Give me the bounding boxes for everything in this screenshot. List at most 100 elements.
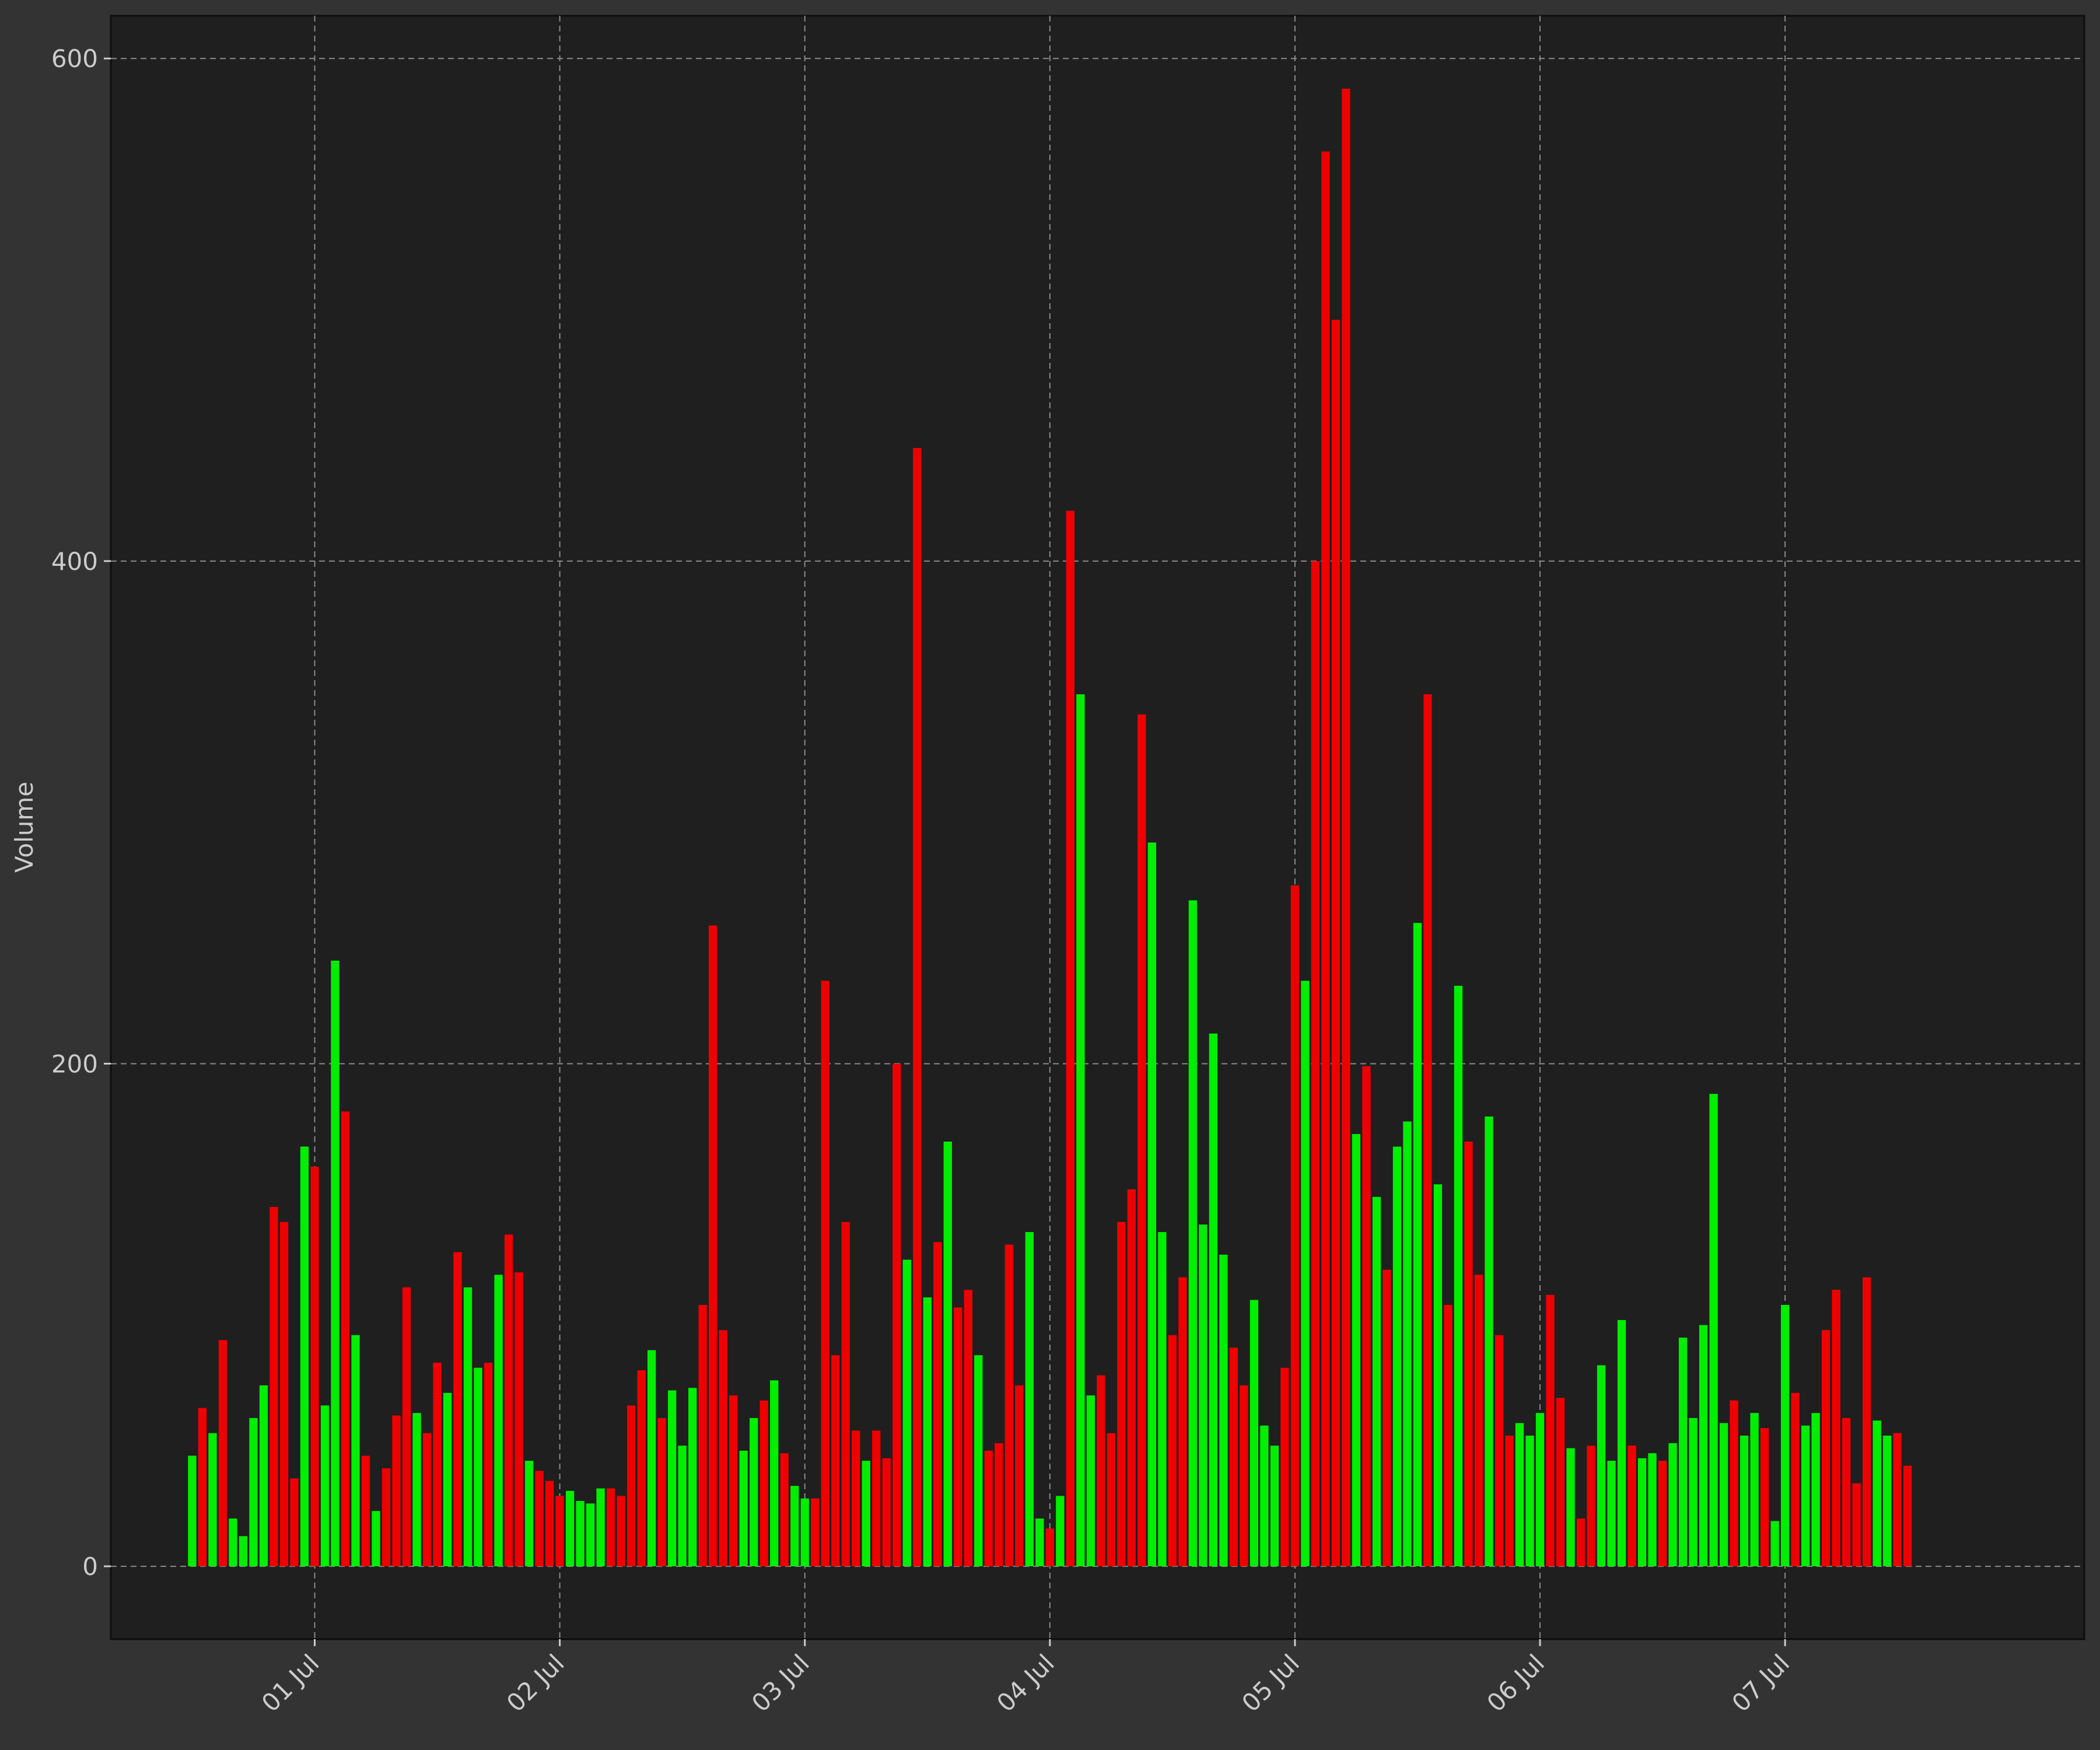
volume-bar [1658,1461,1667,1567]
volume-bar [443,1392,452,1567]
volume-bar [1525,1436,1534,1567]
volume-bar [739,1450,748,1567]
volume-bar [1147,842,1157,1567]
volume-bar [831,1355,840,1567]
volume-bar [1158,1232,1167,1567]
volume-bar [300,1146,309,1567]
volume-bar [1678,1338,1688,1567]
volume-bar [852,1430,860,1567]
volume-bar [249,1418,258,1567]
volume-bar [1178,1277,1187,1567]
volume-bar [1392,1146,1402,1567]
volume-bar [1342,88,1350,1567]
y-tick-label: 400 [51,547,98,576]
volume-bar [433,1363,442,1567]
volume-bar [1832,1290,1840,1567]
volume-bar [484,1363,493,1567]
volume-bar [943,1142,952,1567]
volume-bar [1097,1375,1105,1567]
volume-bar [1290,885,1300,1567]
volume-bar [402,1287,411,1567]
volume-bar [841,1222,850,1567]
bars [188,88,1912,1567]
volume-bar [1423,694,1432,1567]
volume-bar [586,1503,595,1567]
volume-bar [995,1443,1003,1567]
volume-bar [1444,1305,1452,1567]
volume-bar [974,1355,983,1567]
volume-bar [1637,1458,1647,1567]
volume-bar [290,1478,299,1567]
volume-bar [1730,1400,1738,1567]
volume-bar [392,1415,401,1567]
volume-bar [1668,1443,1677,1567]
volume-bar [780,1453,789,1567]
volume-bar [1352,1134,1361,1567]
volume-bar [1270,1446,1279,1567]
volume-bar [218,1340,228,1567]
volume-bar [1188,900,1198,1567]
volume-bar [514,1272,523,1567]
volume-bar [270,1207,278,1567]
volume-bar [1719,1423,1728,1567]
volume-bar [657,1418,666,1567]
volume-bar [1862,1277,1871,1567]
volume-bar [933,1242,942,1567]
volume-bar [239,1536,248,1567]
volume-bar [1535,1413,1545,1567]
volume-bar [208,1433,217,1567]
volume-bar [1362,1066,1371,1567]
volume-bar [954,1307,963,1567]
volume-bar [708,925,718,1567]
volume-bar [1842,1418,1851,1567]
volume-bar [1587,1446,1595,1567]
volume-bar [984,1450,993,1567]
volume-bar [678,1446,687,1567]
y-tick-label: 600 [51,44,98,73]
volume-bar [1107,1433,1116,1567]
volume-bar [637,1370,646,1567]
volume-bar [494,1275,503,1567]
volume-bar [198,1408,207,1567]
volume-bar [1403,1121,1412,1567]
volume-bar [1791,1392,1800,1567]
volume-bar [760,1400,768,1567]
volume-bar [1311,561,1320,1567]
volume-bar [606,1488,615,1567]
volume-bar [811,1498,820,1567]
volume-bar [1689,1418,1698,1567]
volume-bar [1045,1528,1054,1567]
volume-bar [1770,1521,1779,1567]
volume-bar [667,1390,677,1567]
volume-bar [1260,1425,1269,1567]
volume-bar [1015,1385,1024,1567]
volume-bar [862,1461,870,1567]
volume-bar [1893,1433,1902,1567]
volume-bar [719,1330,727,1567]
volume-bar [412,1413,421,1567]
volume-bar [626,1405,636,1567]
volume-bar [1811,1413,1820,1567]
volume-bar [892,1063,901,1567]
volume-bar [1229,1348,1238,1567]
volume-bar [1413,923,1422,1567]
volume-bar [770,1380,779,1567]
volume-bar [463,1287,473,1567]
volume-bar [1086,1395,1096,1567]
volume-bar [1117,1222,1126,1567]
volume-bar [872,1430,881,1567]
volume-bar [1066,510,1074,1567]
volume-bar [1903,1465,1912,1567]
volume-bar [1494,1335,1504,1567]
volume-bar [259,1385,268,1567]
volume-bar [647,1350,656,1567]
volume-bar [1821,1330,1831,1567]
volume-bar [882,1458,891,1567]
y-axis-title: Volume [10,782,38,873]
volume-bar [1199,1224,1208,1567]
volume-bar [1873,1420,1881,1567]
volume-bar [1454,985,1463,1567]
volume-bar [453,1252,462,1567]
volume-bar [422,1433,432,1567]
